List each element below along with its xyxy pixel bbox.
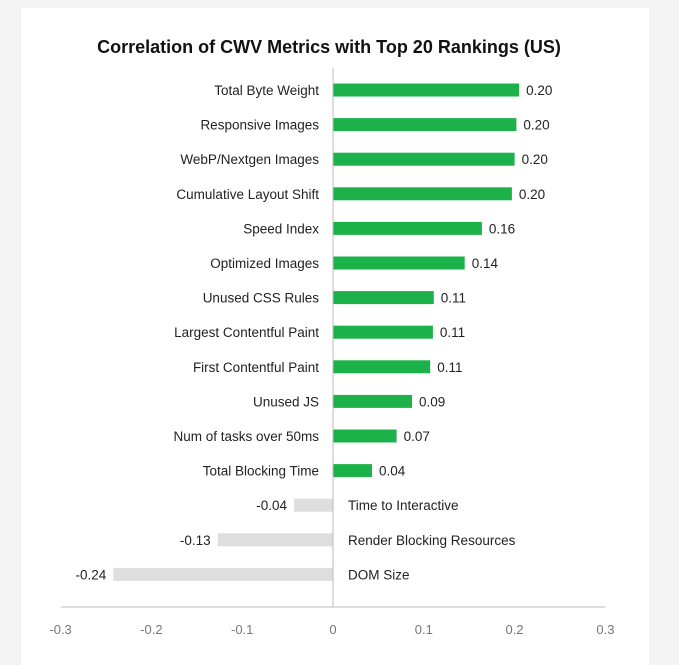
bar bbox=[333, 256, 465, 270]
category-label: Optimized Images bbox=[210, 256, 319, 271]
value-label: 0.09 bbox=[419, 394, 445, 409]
bar bbox=[333, 325, 433, 339]
x-tick-label: -0.2 bbox=[140, 622, 162, 637]
bar bbox=[333, 360, 431, 374]
x-tick-label: 0 bbox=[329, 622, 336, 637]
category-label: Cumulative Layout Shift bbox=[176, 187, 319, 202]
bar bbox=[333, 291, 434, 305]
x-tick-label: 0.3 bbox=[596, 622, 614, 637]
category-label: Total Byte Weight bbox=[214, 83, 319, 98]
category-label: DOM Size bbox=[348, 567, 410, 582]
category-label: Responsive Images bbox=[200, 118, 319, 133]
category-label: WebP/Nextgen Images bbox=[180, 152, 319, 167]
value-label: 0.14 bbox=[472, 256, 499, 271]
x-tick-label: -0.3 bbox=[49, 622, 71, 637]
value-label: 0.07 bbox=[404, 429, 430, 444]
bar bbox=[333, 464, 372, 478]
chart-title: Correlation of CWV Metrics with Top 20 R… bbox=[97, 37, 561, 57]
value-label: 0.20 bbox=[519, 187, 545, 202]
bar bbox=[217, 533, 333, 547]
bar bbox=[333, 429, 397, 443]
x-tick-label: 0.1 bbox=[415, 622, 433, 637]
x-tick-label: -0.1 bbox=[231, 622, 253, 637]
bar bbox=[294, 498, 333, 512]
bar bbox=[333, 187, 512, 201]
bar bbox=[333, 221, 482, 235]
value-label: 0.11 bbox=[440, 325, 465, 340]
value-label: 0.20 bbox=[526, 83, 552, 98]
value-label: 0.20 bbox=[523, 118, 549, 133]
axis-layer: -0.3 -0.2 -0.1 0 0.1 0.2 0.3 bbox=[49, 68, 614, 637]
category-label: Time to Interactive bbox=[348, 498, 459, 513]
category-label: Largest Contentful Paint bbox=[174, 325, 319, 340]
chart-svg: Correlation of CWV Metrics with Top 20 R… bbox=[49, 37, 614, 637]
bar bbox=[333, 394, 412, 408]
bar bbox=[333, 152, 515, 166]
category-label: Num of tasks over 50ms bbox=[173, 429, 319, 444]
category-label: First Contentful Paint bbox=[193, 360, 319, 375]
category-label: Unused JS bbox=[253, 394, 319, 409]
category-label: Speed Index bbox=[243, 221, 319, 236]
category-label: Render Blocking Resources bbox=[348, 533, 516, 548]
value-label: 0.04 bbox=[379, 464, 406, 479]
category-label: Unused CSS Rules bbox=[203, 291, 320, 306]
category-label: Total Blocking Time bbox=[203, 464, 319, 479]
value-label: -0.13 bbox=[180, 533, 211, 548]
chart-card: Correlation of CWV Metrics with Top 20 R… bbox=[21, 8, 649, 665]
value-label: 0.16 bbox=[489, 221, 515, 236]
x-tick-label: 0.2 bbox=[506, 622, 524, 637]
value-label: -0.24 bbox=[76, 567, 107, 582]
value-label: 0.20 bbox=[522, 152, 548, 167]
value-label: 0.11 bbox=[441, 291, 466, 306]
bar bbox=[333, 83, 520, 97]
value-label: -0.04 bbox=[256, 498, 287, 513]
bar bbox=[113, 567, 333, 581]
bars-layer: Total Byte Weight 0.20 Responsive Images 0.… bbox=[76, 83, 553, 582]
bar bbox=[333, 118, 517, 132]
value-label: 0.11 bbox=[437, 360, 462, 375]
